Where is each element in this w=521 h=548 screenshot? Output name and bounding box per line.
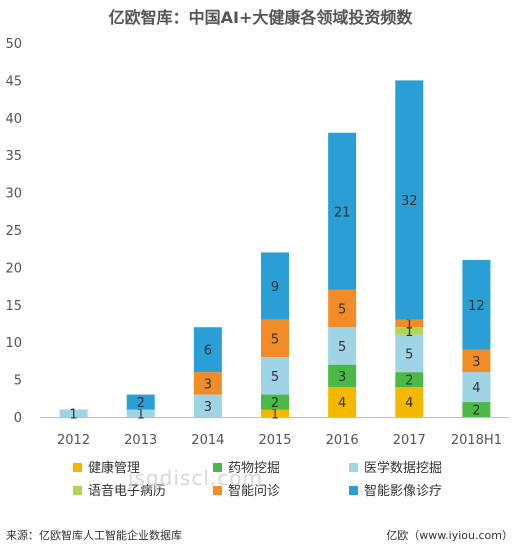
y-tick-label: 20 [5, 261, 22, 276]
legend-swatch [349, 463, 358, 472]
legend-label: 语音电子病历 [88, 483, 166, 499]
data-label: 2 [137, 396, 145, 411]
bar-segment [261, 394, 289, 410]
bar-segment [261, 252, 289, 320]
data-label: 2 [472, 404, 480, 419]
y-tick-label: 5 [14, 374, 22, 389]
data-label: 2 [405, 374, 413, 389]
data-label: 6 [204, 344, 212, 359]
bar-segment [126, 394, 155, 410]
bar-segment [193, 327, 222, 373]
bar-segment [395, 372, 424, 388]
chart-title: 亿欧智库：中国AI+大健康各领域投资频数 [108, 8, 413, 27]
legend-label: 药物挖掘 [228, 461, 280, 476]
legend-swatch [73, 486, 82, 495]
data-label: 2 [271, 396, 279, 411]
legend-label: 智能影像诊疗 [364, 484, 442, 499]
x-tick-label: 2015 [258, 433, 291, 448]
data-label: 1 [405, 325, 413, 340]
legend-swatch [349, 486, 358, 495]
bar-segment [328, 132, 357, 290]
bar-segment [59, 409, 88, 417]
y-tick-label: 15 [5, 299, 22, 314]
data-label: 1 [137, 407, 145, 422]
watermark: jsqdiscl.com [128, 466, 263, 490]
data-label: 21 [334, 205, 351, 220]
data-label: 5 [338, 340, 346, 355]
data-label: 12 [468, 299, 485, 314]
bar-segment [261, 319, 289, 358]
bar-segment [395, 319, 424, 328]
bar-segment [193, 372, 222, 395]
y-tick-label: 40 [5, 112, 22, 127]
y-tick-label: 0 [14, 411, 22, 426]
bar-segment [261, 409, 289, 417]
legend-label: 医学数据挖掘 [364, 460, 442, 476]
data-label: 3 [204, 400, 212, 415]
y-tick-label: 45 [5, 74, 22, 89]
bar-segment [261, 357, 289, 395]
data-label: 9 [271, 280, 279, 295]
x-tick-label: 2013 [124, 433, 157, 448]
data-label: 5 [271, 370, 279, 385]
legend-label: 健康管理 [88, 460, 140, 476]
bar-segment [328, 364, 357, 388]
bar-segment [462, 372, 491, 403]
bar-segment [395, 327, 424, 335]
x-tick-label: 2018H1 [451, 433, 502, 448]
x-tick-label: 2016 [326, 433, 359, 448]
data-label: 4 [472, 381, 480, 396]
bar-segment [462, 349, 491, 373]
bar-segment [193, 394, 222, 417]
data-label: 5 [271, 332, 279, 347]
bar-segment [395, 80, 424, 320]
data-label: 1 [271, 407, 279, 422]
legend-swatch [213, 463, 222, 472]
x-tick-label: 2012 [57, 433, 90, 448]
bar-segment [126, 409, 155, 417]
data-label: 1 [405, 318, 413, 333]
y-tick-label: 25 [5, 224, 22, 239]
data-label: 3 [204, 377, 212, 392]
x-tick-label: 2017 [393, 433, 426, 448]
data-label: 3 [338, 370, 346, 385]
legend-label: 智能问诊 [228, 484, 280, 499]
bar-segment [395, 334, 424, 373]
data-label: 3 [472, 355, 480, 370]
bar-segment [328, 289, 357, 328]
bar-segment [395, 387, 424, 417]
brand-note: 亿欧（www.iyiou.com） [386, 529, 513, 542]
bar-segment [328, 327, 357, 365]
y-tick-label: 10 [5, 336, 22, 351]
data-label: 5 [405, 347, 413, 362]
y-tick-label: 30 [5, 187, 22, 202]
source-note: 来源：亿欧智库人工智能企业数据库 [6, 529, 182, 542]
y-tick-label: 35 [5, 149, 22, 164]
legend-swatch [73, 463, 82, 472]
data-label: 4 [405, 396, 413, 411]
data-label: 32 [401, 194, 418, 209]
legend-swatch [213, 486, 222, 495]
data-label: 4 [338, 396, 346, 411]
bar-segment [462, 259, 491, 350]
data-label: 1 [69, 407, 77, 422]
bar-segment [462, 402, 491, 417]
x-tick-label: 2014 [191, 433, 224, 448]
y-tick-label: 50 [5, 37, 22, 52]
bar-segment [328, 387, 357, 417]
data-label: 5 [338, 303, 346, 318]
